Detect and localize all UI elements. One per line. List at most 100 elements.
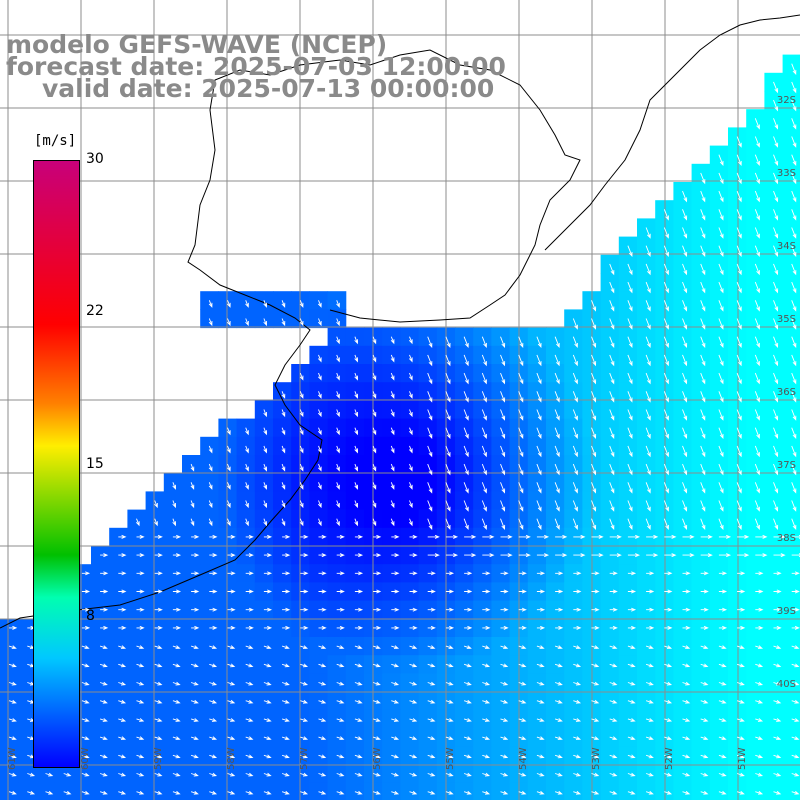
wind-arrow xyxy=(263,318,268,327)
wind-arrow xyxy=(245,589,254,594)
wind-arrow xyxy=(373,534,382,539)
wind-arrow xyxy=(372,372,377,381)
wind-arrow xyxy=(336,571,345,576)
wind-arrow xyxy=(573,772,582,777)
wind-arrow xyxy=(645,445,651,458)
wind-arrow xyxy=(99,754,108,759)
wind-arrow xyxy=(391,772,400,777)
wind-arrow xyxy=(227,589,236,594)
wind-arrow xyxy=(554,718,563,722)
wind-speed-cell xyxy=(564,782,583,800)
wind-arrow xyxy=(609,718,618,722)
wind-speed-cell xyxy=(782,400,800,420)
wind-arrow xyxy=(154,790,163,795)
wind-arrow xyxy=(736,445,742,458)
wind-arrow xyxy=(536,718,545,722)
wind-arrow xyxy=(172,754,181,759)
wind-arrow xyxy=(245,736,254,741)
wind-arrow xyxy=(682,245,688,258)
wind-arrow xyxy=(736,300,742,312)
wind-arrow xyxy=(445,699,454,704)
wind-arrow xyxy=(773,354,779,367)
wind-arrow xyxy=(554,754,563,759)
wind-arrow xyxy=(427,645,436,650)
wind-arrow xyxy=(100,571,109,576)
wind-arrow xyxy=(118,645,127,650)
wind-arrow xyxy=(391,718,400,722)
wind-arrow xyxy=(445,336,451,349)
wind-arrow xyxy=(609,553,622,558)
wind-arrow xyxy=(118,699,127,704)
wind-arrow xyxy=(736,645,745,650)
wind-arrow xyxy=(627,318,633,330)
wind-arrow xyxy=(81,754,90,759)
wind-arrow xyxy=(609,571,618,576)
wind-arrow xyxy=(482,681,491,686)
wind-arrow xyxy=(172,718,181,722)
wind-arrow xyxy=(700,172,706,185)
wind-speed-cell xyxy=(782,254,800,274)
wind-arrow xyxy=(791,154,797,167)
wind-arrow xyxy=(536,790,545,795)
wind-arrow xyxy=(336,354,340,363)
wind-arrow xyxy=(299,518,304,527)
wind-arrow xyxy=(263,681,272,686)
wind-arrow xyxy=(482,553,495,558)
wind-speed-cell xyxy=(782,72,800,92)
wind-arrow xyxy=(391,645,400,650)
wind-speed-cell xyxy=(72,782,92,800)
wind-arrow xyxy=(245,663,254,668)
wind-arrow xyxy=(445,607,455,612)
wind-speed-cell xyxy=(782,455,800,474)
wind-arrow xyxy=(591,445,597,458)
wind-arrow xyxy=(682,190,688,203)
wind-arrow xyxy=(318,607,327,612)
wind-arrow xyxy=(518,427,524,440)
wind-arrow xyxy=(81,790,90,795)
wind-speed-cell xyxy=(782,364,800,383)
wind-arrow xyxy=(791,663,800,668)
wind-arrow xyxy=(463,699,472,704)
wind-arrow xyxy=(609,534,622,539)
wind-arrow xyxy=(427,463,433,476)
wind-arrow xyxy=(718,409,724,421)
wind-arrow xyxy=(754,245,760,258)
wind-arrow xyxy=(427,699,436,704)
wind-arrow xyxy=(773,534,786,539)
wind-arrow xyxy=(663,445,669,458)
wind-arrow xyxy=(737,589,746,594)
wind-arrow xyxy=(99,736,108,741)
wind-arrow xyxy=(336,663,345,668)
wind-arrow xyxy=(682,263,688,276)
wind-arrow xyxy=(682,681,691,686)
wind-arrow xyxy=(445,391,451,403)
wind-arrow xyxy=(700,391,706,403)
wind-arrow xyxy=(354,699,363,704)
wind-arrow xyxy=(409,553,418,558)
wind-arrow xyxy=(427,790,436,795)
wind-arrow xyxy=(755,790,764,795)
wind-arrow xyxy=(81,645,90,650)
wind-arrow xyxy=(354,336,359,345)
latitude-label: 37S xyxy=(776,460,796,471)
wind-arrow xyxy=(754,172,760,185)
wind-arrow xyxy=(736,699,745,704)
wind-arrow xyxy=(572,354,578,367)
wind-arrow xyxy=(317,500,322,509)
wind-arrow xyxy=(354,772,363,777)
longitude-label: 57W xyxy=(299,747,310,770)
wind-arrow xyxy=(718,318,724,330)
wind-arrow xyxy=(81,718,90,722)
wind-arrow xyxy=(646,625,655,630)
wind-arrow xyxy=(445,790,454,795)
wind-arrow xyxy=(773,571,782,576)
wind-arrow xyxy=(481,409,487,421)
wind-arrow xyxy=(572,336,578,349)
wind-arrow xyxy=(445,553,459,558)
wind-arrow xyxy=(281,318,286,327)
wind-arrow xyxy=(118,718,127,722)
wind-arrow xyxy=(791,209,797,221)
wind-arrow xyxy=(609,699,618,704)
wind-arrow xyxy=(390,427,395,436)
wind-arrow xyxy=(773,607,782,612)
